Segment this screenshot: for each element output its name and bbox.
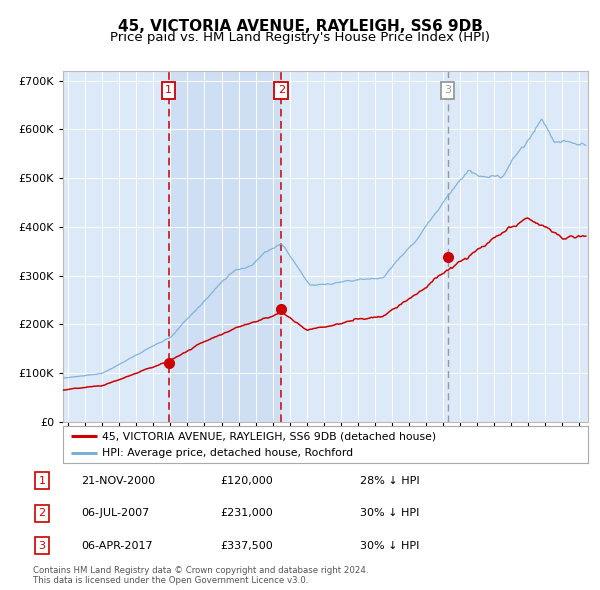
Text: 30% ↓ HPI: 30% ↓ HPI: [360, 509, 419, 518]
Text: 3: 3: [444, 86, 451, 96]
Text: 1: 1: [38, 476, 46, 486]
Text: £120,000: £120,000: [220, 476, 273, 486]
Text: 1: 1: [165, 86, 172, 96]
Text: 2: 2: [38, 509, 46, 518]
Text: Price paid vs. HM Land Registry's House Price Index (HPI): Price paid vs. HM Land Registry's House …: [110, 31, 490, 44]
Bar: [169, 71, 281, 422]
Text: 06-JUL-2007: 06-JUL-2007: [81, 509, 149, 518]
Text: 2: 2: [278, 86, 285, 96]
Text: 06-APR-2017: 06-APR-2017: [81, 541, 152, 550]
Text: 21-NOV-2000: 21-NOV-2000: [81, 476, 155, 486]
Text: 28% ↓ HPI: 28% ↓ HPI: [360, 476, 419, 486]
Text: 45, VICTORIA AVENUE, RAYLEIGH, SS6 9DB: 45, VICTORIA AVENUE, RAYLEIGH, SS6 9DB: [118, 19, 482, 34]
Text: 30% ↓ HPI: 30% ↓ HPI: [360, 541, 419, 550]
Text: 3: 3: [38, 541, 46, 550]
Text: 45, VICTORIA AVENUE, RAYLEIGH, SS6 9DB (detached house): 45, VICTORIA AVENUE, RAYLEIGH, SS6 9DB (…: [103, 431, 437, 441]
Text: Contains HM Land Registry data © Crown copyright and database right 2024.
This d: Contains HM Land Registry data © Crown c…: [33, 566, 368, 585]
Text: £231,000: £231,000: [220, 509, 273, 518]
Text: HPI: Average price, detached house, Rochford: HPI: Average price, detached house, Roch…: [103, 448, 353, 458]
Text: £337,500: £337,500: [220, 541, 273, 550]
